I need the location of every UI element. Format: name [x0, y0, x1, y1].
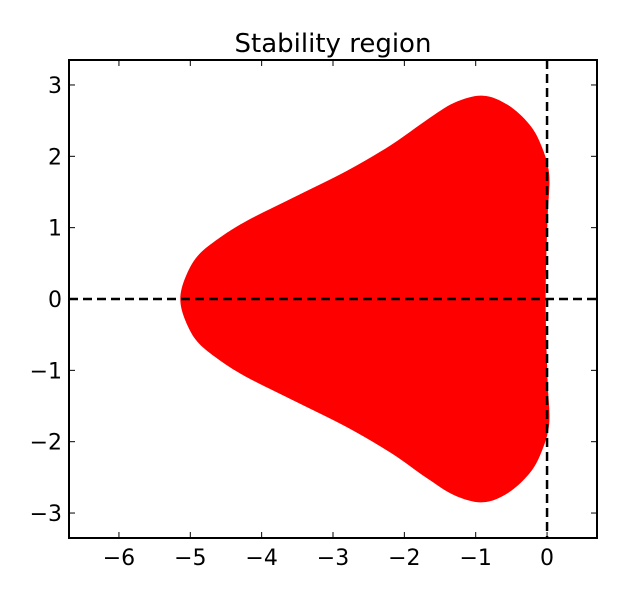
x-tick-label: −1 [459, 546, 491, 571]
x-tick-label: −6 [103, 546, 135, 571]
y-tick-label: 3 [48, 74, 62, 99]
x-tick-label: −4 [245, 546, 277, 571]
y-tick-label: −3 [30, 502, 62, 527]
plot-area [68, 59, 598, 539]
y-tick-label: −2 [30, 431, 62, 456]
x-tick-label: −3 [317, 546, 349, 571]
x-tick-label: 0 [540, 546, 554, 571]
y-tick-label: 0 [48, 288, 62, 313]
y-tick-label: −1 [30, 359, 62, 384]
x-axis-ticks: −6 −5 −4 −3 −2 −1 0 [103, 60, 554, 571]
y-axis-ticks: 3 2 1 0 −1 −2 −3 [30, 74, 597, 527]
x-tick-label: −5 [174, 546, 206, 571]
y-tick-label: 1 [48, 217, 62, 242]
y-tick-label: 2 [48, 145, 62, 170]
x-tick-label: −2 [388, 546, 420, 571]
chart-title: Stability region [235, 29, 432, 59]
